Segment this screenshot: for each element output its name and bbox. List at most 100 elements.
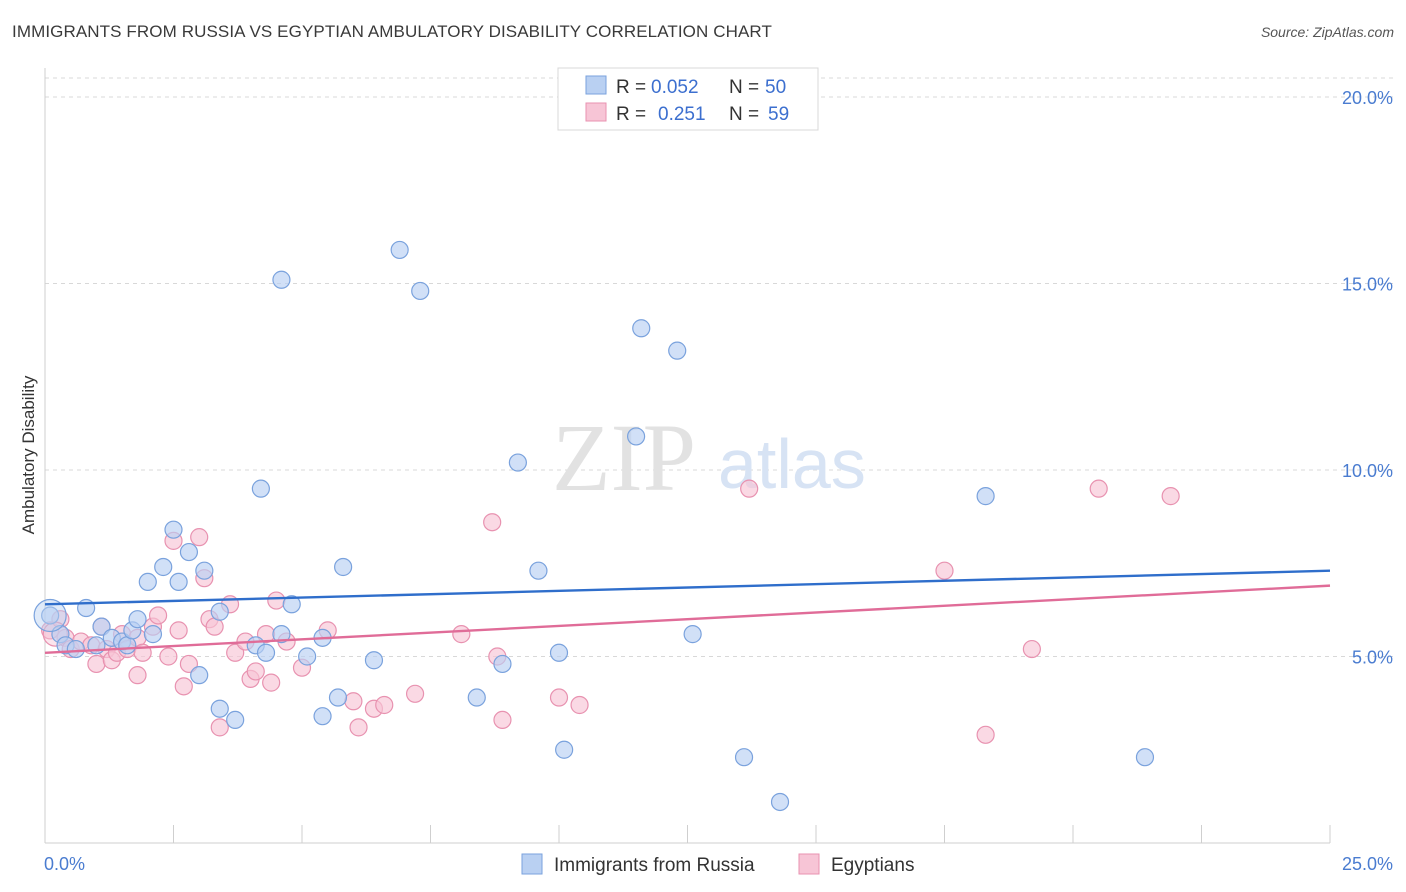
russia-point xyxy=(734,748,754,767)
russia-point xyxy=(555,740,574,759)
x-tick-label-max: 25.0% xyxy=(1342,854,1393,874)
russia-point xyxy=(138,572,157,592)
egypt-point xyxy=(262,673,281,692)
egypt-point xyxy=(179,654,199,674)
russia-point xyxy=(493,654,512,674)
axis-layer: 5.0% 10.0% 15.0% 20.0% 0.0% 25.0% xyxy=(44,68,1393,874)
bottom-legend-swatch-egypt xyxy=(798,853,820,875)
y-tick-label: 15.0% xyxy=(1342,275,1393,295)
legend-n-label-russia: N = xyxy=(729,77,759,98)
russia-point xyxy=(334,557,353,577)
egypt-point xyxy=(246,662,265,681)
russia-point xyxy=(282,595,301,614)
legend-box: R = 0.052 N = 50 R = 0.251 N = 59 xyxy=(557,67,819,131)
egypt-point xyxy=(169,621,188,640)
russia-point xyxy=(770,792,790,812)
egypt-point xyxy=(267,591,286,610)
egypt-point xyxy=(148,606,168,625)
russia-point xyxy=(251,479,270,498)
egypt-point xyxy=(349,718,368,737)
legend-r-label-russia: R = xyxy=(616,77,646,98)
russia-point xyxy=(210,699,229,718)
russia-point xyxy=(92,617,111,636)
russia-point xyxy=(143,625,163,644)
egypt-point xyxy=(549,688,569,707)
egypt-point xyxy=(210,718,229,737)
y-tick-label: 20.0% xyxy=(1342,88,1393,108)
russia-point xyxy=(164,520,183,539)
russia-point xyxy=(169,572,188,592)
legend-r-value-egypt: 0.251 xyxy=(658,104,706,125)
russia-point xyxy=(390,240,409,260)
russia-cluster-point xyxy=(33,598,67,633)
y-tick-label: 5.0% xyxy=(1352,648,1393,668)
russia-point xyxy=(195,561,214,580)
russia-point xyxy=(549,643,569,662)
russia-point xyxy=(128,610,147,629)
egypt-point xyxy=(570,695,589,715)
x-tick-label-min: 0.0% xyxy=(44,854,85,874)
russia-point xyxy=(179,542,199,562)
russia-point xyxy=(976,487,995,506)
egypt-point xyxy=(174,677,193,696)
chart-source: Source: ZipAtlas.com xyxy=(1260,24,1394,40)
egypt-point xyxy=(452,625,471,644)
russia-point xyxy=(313,707,332,726)
legend-r-value-russia: 0.052 xyxy=(651,77,699,98)
legend-n-value-russia: 50 xyxy=(765,77,786,98)
egypt-point xyxy=(128,666,147,685)
russia-point xyxy=(41,606,60,625)
russia-point xyxy=(411,281,430,301)
russia-point xyxy=(683,625,702,644)
egypt-point xyxy=(87,654,106,674)
watermark-zip: ZIP xyxy=(552,404,696,511)
legend-n-label-egypt: N = xyxy=(729,104,759,125)
egypt-point xyxy=(159,647,178,666)
russia-point xyxy=(529,561,548,580)
legend-n-value-egypt: 59 xyxy=(768,104,789,125)
russia-point xyxy=(210,602,229,621)
russia-point xyxy=(272,270,291,289)
legend-r-label-egypt: R = xyxy=(616,104,646,125)
watermark-atlas: atlas xyxy=(718,425,866,503)
russia-point xyxy=(328,688,348,707)
egypt-point xyxy=(226,643,245,662)
bottom-legend: Immigrants from Russia Egyptians xyxy=(521,853,914,876)
russia-point xyxy=(508,453,527,472)
russia-point xyxy=(467,688,486,707)
egypt-point xyxy=(344,692,363,711)
egypt-point xyxy=(976,725,995,744)
y-tick-label: 10.0% xyxy=(1342,461,1393,481)
egypt-point xyxy=(405,684,425,703)
legend-swatch-egypt xyxy=(585,102,607,122)
russia-point xyxy=(668,341,687,360)
russia-point xyxy=(226,710,245,730)
egypt-point xyxy=(483,513,502,532)
legend-swatch-russia xyxy=(585,75,607,95)
bottom-legend-label-russia: Immigrants from Russia xyxy=(554,855,755,876)
bottom-legend-label-egypt: Egyptians xyxy=(831,855,914,876)
russia-points xyxy=(33,240,1155,812)
bottom-legend-swatch-russia xyxy=(521,853,543,875)
russia-point xyxy=(1135,748,1155,767)
egypt-point xyxy=(493,710,512,730)
russia-point xyxy=(272,625,291,644)
russia-point xyxy=(154,557,173,577)
russia-point xyxy=(626,427,646,446)
egypt-point xyxy=(1161,487,1180,506)
grid-layer xyxy=(45,77,1393,657)
y-axis-title: Ambulatory Disability xyxy=(19,375,38,534)
russia-point xyxy=(256,643,276,662)
egypt-point xyxy=(1022,639,1041,659)
russia-point xyxy=(298,647,317,666)
egypt-point xyxy=(375,695,394,715)
russia-trend-line xyxy=(44,569,1331,606)
trend-lines xyxy=(44,569,1331,654)
russia-point xyxy=(66,639,85,659)
russia-point xyxy=(632,319,651,338)
egypt-point xyxy=(740,479,759,498)
egypt-trend-line xyxy=(44,584,1331,654)
russia-point xyxy=(364,651,384,670)
egypt-point xyxy=(190,528,209,547)
